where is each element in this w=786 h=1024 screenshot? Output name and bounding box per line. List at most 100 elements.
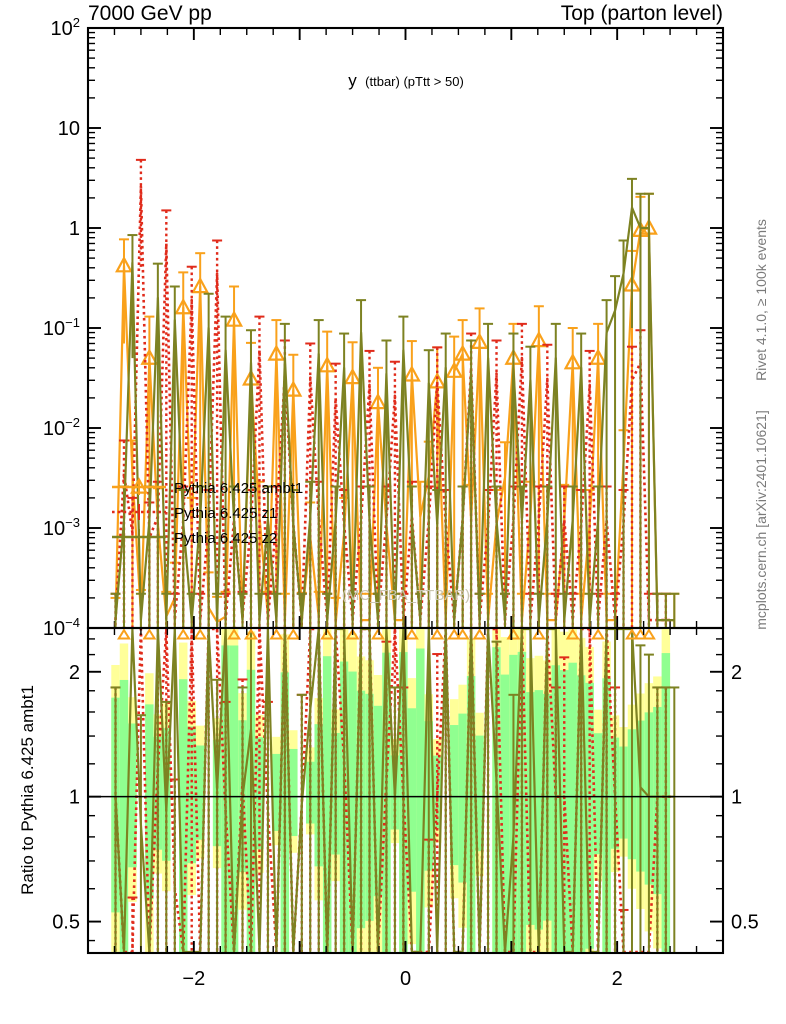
ratio-y-tick-label: 1 xyxy=(69,787,80,809)
ratio-marker-triangle xyxy=(227,629,242,640)
subtitle-main: y xyxy=(348,71,357,90)
ratio-marker-triangle xyxy=(624,629,639,640)
plot-subtitle: y (ttbar) (pTtt > 50) xyxy=(348,71,464,90)
main-y-tick-label: 10−2 xyxy=(43,415,80,440)
band-inner xyxy=(289,748,298,837)
band-inner xyxy=(229,645,239,952)
header-right-label: Top (parton level) xyxy=(561,2,723,25)
ratio-marker-triangle xyxy=(565,629,580,640)
main-y-tick-label: 102 xyxy=(51,15,80,40)
ratio-marker-triangle xyxy=(193,629,208,640)
series-marker-triangle xyxy=(589,348,608,365)
legend-label: Pythia 6.425 z2 xyxy=(174,530,277,547)
ratio-marker-triangle xyxy=(370,629,385,640)
band-inner xyxy=(179,679,188,952)
series-marker-triangle xyxy=(191,276,210,294)
band-inner xyxy=(373,705,383,897)
side-label-mcplots: mcplots.cern.ch [arXiv:2401.10621] xyxy=(753,410,769,629)
ratio-marker-triangle xyxy=(286,629,301,640)
legend-item: Pythia 6.425 z2 xyxy=(112,529,277,547)
series-marker-triangle xyxy=(445,361,464,378)
ratio-y-axis-label: Ratio to Pythia 6.425 ambt1 xyxy=(18,685,37,895)
band-inner xyxy=(348,671,357,952)
band-inner xyxy=(416,648,425,952)
series-marker-triangle xyxy=(529,330,548,348)
ratio-marker-triangle xyxy=(591,629,606,640)
ratio-marker-triangle xyxy=(455,629,470,640)
ratio-y-tick-label: 0.5 xyxy=(52,912,80,934)
series-marker-triangle xyxy=(369,392,387,410)
ratio-plot-panel: 0.5 0.5 1 1 2 2 −2 0 2 Ratio to Pythia 6.425 am… xyxy=(18,626,759,990)
legend-item: Pythia 6.425 ambt1 xyxy=(112,477,303,497)
ratio-marker-triangle xyxy=(320,629,335,640)
ratio-marker-triangle xyxy=(641,629,656,640)
ratio-marker-triangle xyxy=(142,629,157,640)
series-marker-triangle xyxy=(115,255,133,273)
series-marker-triangle xyxy=(318,355,337,373)
band-inner xyxy=(500,674,510,952)
series-marker-triangle xyxy=(563,352,582,370)
band-inner xyxy=(534,690,544,930)
ratio-x-tick-labels: −2 0 2 xyxy=(182,968,622,990)
band-inner xyxy=(560,670,569,952)
series-marker-triangle xyxy=(343,367,362,385)
x-tick-label: 0 xyxy=(400,968,411,990)
ratio-marker-triangle xyxy=(243,629,258,640)
ratio-marker-triangle xyxy=(345,629,360,640)
main-y-tick-label: 10−4 xyxy=(43,615,80,640)
side-label-rivet: Rivet 4.1.0, ≥ 100k events xyxy=(753,219,769,381)
band-inner xyxy=(322,656,332,952)
band-inner xyxy=(119,679,129,952)
band-inner xyxy=(407,708,417,892)
band-inner xyxy=(568,662,577,952)
ratio-marker-triangle xyxy=(531,629,546,640)
ratio-marker-triangle xyxy=(430,629,445,640)
series-marker-triangle xyxy=(284,380,303,397)
x-tick-label: 2 xyxy=(612,968,623,990)
subtitle-detail: (ttbar) (pTtt > 50) xyxy=(365,74,464,89)
main-axis-ticks xyxy=(87,27,724,629)
ratio-y-tick-label-right: 0.5 xyxy=(731,912,759,934)
main-data-series xyxy=(110,158,680,627)
band-inner xyxy=(593,733,603,855)
x-tick-label: −2 xyxy=(182,968,205,990)
legend-label: Pythia 6.425 z1 xyxy=(174,505,277,522)
legend-label: Pythia 6.425 ambt1 xyxy=(174,480,303,497)
legend: Pythia 6.425 ambt1 Pythia 6.425 z1 Pythia … xyxy=(112,477,303,547)
legend-item: Pythia 6.425 z1 xyxy=(112,504,277,522)
ratio-y-tick-label-right: 1 xyxy=(731,787,742,809)
main-plot-panel: 10−4 10−3 10−2 10−1 1 10 102 (MC_FBA_TTBAR) y … xyxy=(43,15,725,640)
main-y-tick-labels: 10−4 10−3 10−2 10−1 1 10 102 xyxy=(43,15,80,640)
band-inner xyxy=(272,753,281,831)
ratio-marker-triangle xyxy=(176,629,191,640)
series-marker-triangle xyxy=(225,310,244,327)
band-inner xyxy=(187,726,196,864)
band-inner xyxy=(475,735,484,852)
main-y-tick-label: 10−3 xyxy=(43,515,80,540)
ratio-y-tick-label-right: 2 xyxy=(731,662,742,684)
series-marker-triangle xyxy=(402,365,421,382)
ratio-data-series xyxy=(89,629,722,952)
band-inner xyxy=(458,713,467,883)
ratio-marker-triangle xyxy=(116,629,131,640)
band-inner xyxy=(128,723,137,868)
ratio-marker-triangle xyxy=(447,629,462,640)
ratio-y-tick-labels: 0.5 0.5 1 1 2 2 xyxy=(52,662,759,934)
series-marker-triangle xyxy=(453,344,472,361)
band-inner xyxy=(145,704,154,899)
series-marker-triangle xyxy=(267,344,286,361)
header-left-label: 7000 GeV pp xyxy=(88,2,212,25)
main-y-tick-label: 1 xyxy=(69,218,80,240)
series-marker-triangle xyxy=(174,297,193,315)
series-line xyxy=(114,185,675,622)
ratio-y-tick-label: 2 xyxy=(69,662,80,684)
ratio-marker-triangle xyxy=(404,629,419,640)
band-inner xyxy=(195,745,205,840)
main-y-tick-label: 10 xyxy=(58,118,80,140)
band-inner xyxy=(449,725,459,866)
series-marker-triangle xyxy=(140,348,159,365)
watermark-label: (MC_FBA_TTBAR) xyxy=(342,587,470,604)
ratio-panel-frame xyxy=(86,626,725,955)
